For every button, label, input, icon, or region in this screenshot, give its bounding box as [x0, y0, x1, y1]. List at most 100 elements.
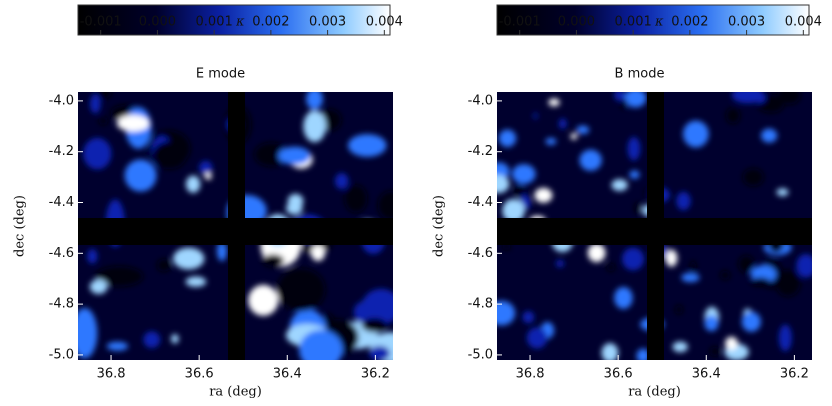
map-blob — [534, 187, 553, 203]
map-blob — [83, 137, 112, 170]
map-blob — [152, 141, 187, 170]
map-blob — [570, 133, 578, 140]
map-blob — [614, 92, 626, 101]
map-blob — [377, 190, 393, 220]
map-blob — [704, 315, 719, 332]
mask-strip — [497, 218, 812, 245]
y-axis-label: dec (deg) — [432, 195, 447, 257]
map-blob — [98, 116, 108, 126]
map-blob — [157, 258, 171, 272]
map-blob — [725, 336, 738, 351]
map-blob — [611, 179, 628, 191]
map-blob — [636, 348, 650, 360]
colorbar-tick-label: 0.000 — [558, 15, 595, 30]
y-tick-label: -5.0 — [468, 347, 493, 362]
colorbar-tick-label: -0.001 — [499, 15, 541, 30]
map-blob — [777, 92, 801, 105]
map-blob — [262, 254, 285, 268]
map-blob — [579, 149, 602, 171]
colorbar-label: κ — [235, 15, 245, 30]
map-blob — [353, 302, 369, 323]
map-blob — [248, 284, 279, 316]
map-blob — [622, 247, 645, 271]
x-tick-label: 36.2 — [361, 367, 390, 382]
map-blob — [171, 334, 179, 344]
y-tick-label: -4.8 — [468, 297, 493, 312]
map-blob — [185, 276, 207, 287]
y-tick-label: -4.4 — [468, 195, 493, 210]
map-blob — [545, 137, 557, 145]
map-blob — [634, 202, 641, 214]
map-blob — [361, 288, 393, 325]
map-blob — [78, 308, 98, 359]
panel-title: E mode — [196, 67, 245, 82]
y-tick-label: -4.4 — [49, 195, 74, 210]
colorbar-tick-label: 0.003 — [728, 15, 765, 30]
map-blob — [533, 112, 538, 120]
map-blob — [629, 170, 640, 179]
map-blob — [681, 272, 700, 283]
map-blob — [306, 92, 323, 110]
y-tick-label: -4.6 — [49, 246, 74, 261]
map-blob — [116, 115, 150, 132]
map-blob — [276, 268, 326, 312]
map-blob — [185, 175, 201, 193]
map-blob — [348, 134, 387, 157]
map-blob — [627, 136, 641, 161]
map-blob — [502, 198, 525, 223]
map-blob — [720, 270, 731, 280]
map-blob — [514, 184, 526, 198]
map-blob — [369, 345, 390, 360]
map-blob — [287, 193, 304, 209]
panel: -0.001 0.000 0.001 0.002 0.003 0.004 κ E mode 36… — [13, 4, 403, 400]
map-blob — [709, 346, 720, 357]
panel: -0.001 0.000 0.001 0.002 0.003 0.004 κ B mode 36… — [432, 4, 822, 400]
y-tick-label: -5.0 — [49, 347, 74, 362]
map-blob — [742, 168, 764, 187]
map-blob — [738, 255, 755, 273]
colorbar-tick-label: 0.002 — [252, 15, 289, 30]
x-tick-label: 36.8 — [97, 367, 126, 382]
map-blob — [143, 331, 161, 348]
map-blob — [665, 249, 678, 267]
colorbar-tick-label: 0.002 — [671, 15, 708, 30]
map-blob — [601, 343, 619, 360]
x-tick-label: 36.8 — [516, 367, 545, 382]
y-tick-label: -4.0 — [468, 93, 493, 108]
map-blob — [87, 249, 98, 264]
map-blob — [683, 120, 709, 148]
map-blob — [672, 341, 688, 353]
map-blob — [89, 94, 101, 114]
map-blob — [344, 184, 368, 213]
map-blobs — [78, 92, 393, 360]
map-blob — [89, 279, 108, 294]
map-blob — [548, 98, 560, 107]
panel-title: B mode — [615, 67, 665, 82]
map-blobs — [497, 92, 812, 360]
map-blob — [676, 191, 691, 211]
map-blob — [361, 317, 388, 333]
map-blob — [614, 286, 633, 309]
map-blob — [624, 92, 647, 108]
map-blob — [775, 269, 801, 297]
x-tick-label: 36.2 — [780, 367, 809, 382]
map-blob — [558, 118, 567, 130]
x-tick-label: 36.4 — [273, 367, 302, 382]
colorbar-tick-label: 0.001 — [615, 15, 652, 30]
map-blob — [124, 159, 157, 192]
y-tick-label: -4.2 — [49, 144, 74, 159]
map-blob — [204, 172, 212, 180]
map-blob — [199, 160, 213, 176]
y-tick-label: -4.8 — [49, 297, 74, 312]
map-blob — [725, 107, 741, 124]
map-blob — [587, 243, 606, 263]
map-blob — [606, 263, 615, 272]
y-tick-label: -4.0 — [49, 93, 74, 108]
map-blob — [106, 341, 129, 351]
map-blob — [690, 260, 697, 276]
x-axis-label: ra (deg) — [628, 385, 681, 400]
map-blob — [796, 253, 812, 278]
map-blob — [303, 110, 326, 143]
map-blob — [526, 327, 548, 349]
